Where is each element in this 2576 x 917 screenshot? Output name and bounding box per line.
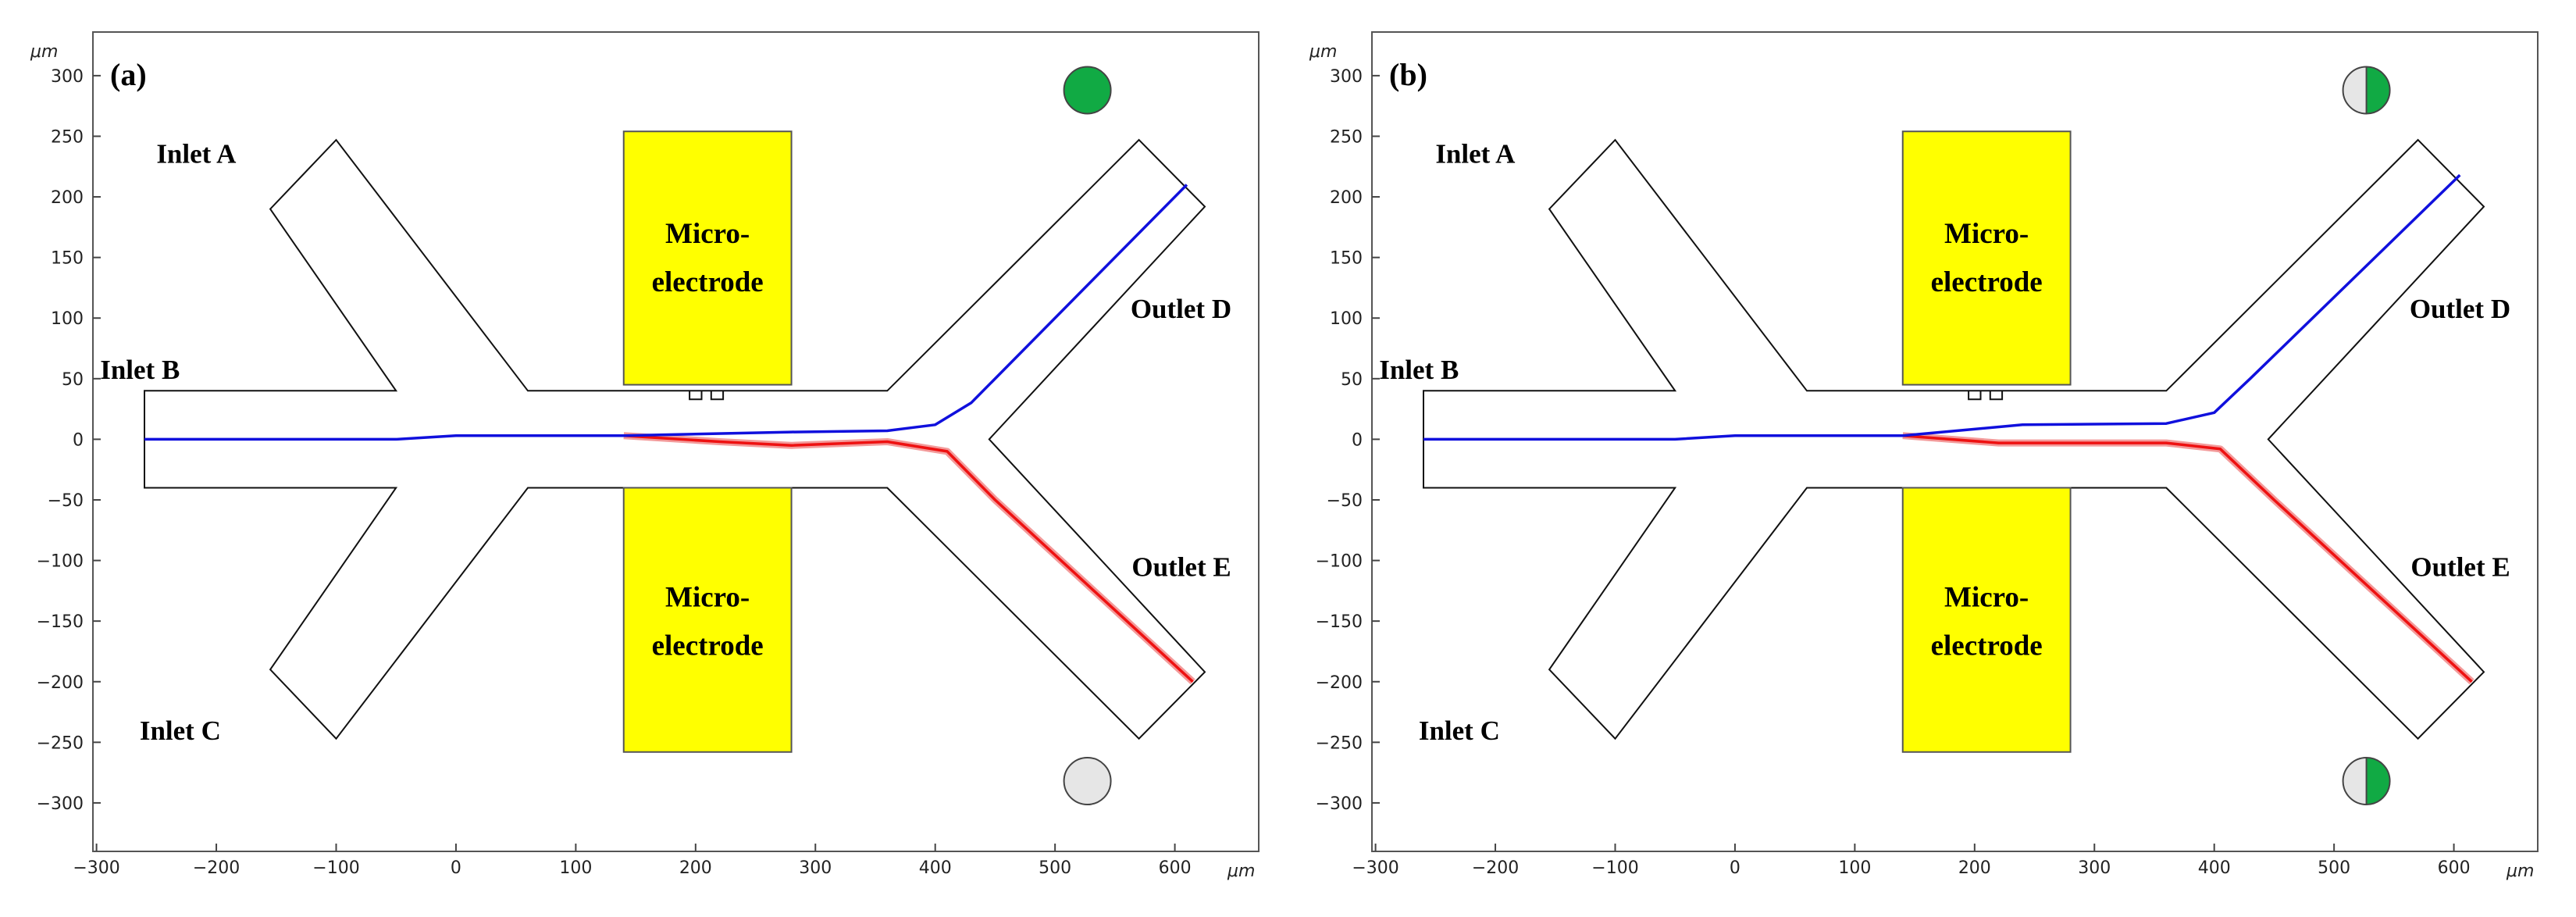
channel-notch xyxy=(1989,391,2004,401)
y-unit-label: μm xyxy=(1309,42,1337,62)
channel-notch xyxy=(1968,391,1982,401)
microelectrode-bottom xyxy=(622,487,793,753)
outlet-e-label: Outlet E xyxy=(2410,552,2510,583)
electrode-bottom-label: electrode xyxy=(1931,630,2043,662)
x-tick-label: −100 xyxy=(1591,858,1638,878)
indicator-bottom xyxy=(1063,756,1112,805)
y-tick-label: −250 xyxy=(1316,733,1363,753)
outlet-d-label: Outlet D xyxy=(1131,294,1231,324)
red-trajectory xyxy=(623,434,1194,683)
x-tick-label: 500 xyxy=(2318,858,2350,878)
panel-tag: (b) xyxy=(1389,57,1427,92)
x-unit-label: μm xyxy=(1227,862,1255,881)
x-tick-label: −200 xyxy=(193,858,240,878)
x-tick-label: −100 xyxy=(312,858,359,878)
outlet-d-label: Outlet D xyxy=(2410,294,2510,324)
y-tick-label: 300 xyxy=(51,67,84,87)
outlet-e-label: Outlet E xyxy=(1131,552,1231,583)
x-tick-label: 600 xyxy=(1159,858,1192,878)
y-tick-label: −150 xyxy=(37,612,84,632)
electrode-top-label: Micro- xyxy=(1944,218,2029,250)
y-tick-label: −100 xyxy=(37,552,84,572)
x-tick-label: 400 xyxy=(2198,858,2231,878)
blue-trajectory xyxy=(1423,173,2461,441)
y-tick-label: 150 xyxy=(1330,249,1363,269)
y-tick-label: 0 xyxy=(73,430,84,450)
y-tick-label: 50 xyxy=(1341,370,1363,390)
x-tick-label: 100 xyxy=(559,858,592,878)
channel-notch xyxy=(689,391,703,401)
x-tick-label: 500 xyxy=(1039,858,1071,878)
y-tick-label: −200 xyxy=(37,673,84,693)
y-tick-label: 100 xyxy=(1330,309,1363,329)
x-tick-label: −200 xyxy=(1472,858,1519,878)
inlet-a-label: Inlet A xyxy=(156,139,237,169)
y-unit-label: μm xyxy=(30,42,58,62)
panel-tag: (a) xyxy=(110,57,147,92)
x-tick-label: 100 xyxy=(1838,858,1871,878)
y-tick-label: −300 xyxy=(1316,794,1363,814)
y-tick-label: 200 xyxy=(1330,188,1363,208)
blue-trajectory xyxy=(144,184,1188,441)
inlet-c-label: Inlet C xyxy=(1419,715,1500,746)
inlet-a-label: Inlet A xyxy=(1435,139,1516,169)
x-tick-label: 300 xyxy=(2078,858,2111,878)
y-tick-label: −100 xyxy=(1316,552,1363,572)
electrode-bottom-label: Micro- xyxy=(1944,582,2029,614)
y-tick-label: 100 xyxy=(51,309,84,329)
x-tick-label: 200 xyxy=(1958,858,1991,878)
y-tick-label: 250 xyxy=(51,127,84,147)
indicator-bottom-right-half xyxy=(2366,757,2390,805)
electrode-top-label: electrode xyxy=(652,266,764,298)
x-tick-label: 600 xyxy=(2438,858,2471,878)
indicator-top xyxy=(1063,66,1112,115)
y-tick-label: −250 xyxy=(37,733,84,753)
electrode-top-label: electrode xyxy=(1931,266,2043,298)
y-tick-label: −300 xyxy=(37,794,84,814)
y-tick-label: 300 xyxy=(1330,67,1363,87)
red-trajectory xyxy=(1902,434,2473,683)
panel-a: 300250200150100500−50−100−150−200−250−30… xyxy=(30,31,1259,881)
electrode-top-label: Micro- xyxy=(665,218,750,250)
plot-frame xyxy=(92,31,1259,852)
y-tick-label: −150 xyxy=(1316,612,1363,632)
x-tick-label: 200 xyxy=(679,858,712,878)
microelectrode-top xyxy=(622,130,793,386)
x-tick-label: −300 xyxy=(1352,858,1398,878)
y-tick-label: 150 xyxy=(51,249,84,269)
y-tick-label: −50 xyxy=(48,491,84,511)
indicator-bottom-left-half xyxy=(2343,757,2367,805)
indicator-top-left-half xyxy=(2343,66,2367,114)
electrode-bottom-label: Micro- xyxy=(665,582,750,614)
inlet-b-label: Inlet B xyxy=(1379,355,1459,385)
panel-b: 300250200150100500−50−100−150−200−250−30… xyxy=(1309,31,2539,881)
channel-notch xyxy=(710,391,725,401)
y-tick-label: −50 xyxy=(1327,491,1363,511)
x-tick-label: 0 xyxy=(1730,858,1740,878)
x-unit-label: μm xyxy=(2506,862,2534,881)
y-tick-label: 0 xyxy=(1352,430,1363,450)
plot-frame xyxy=(1371,31,2539,852)
electrode-bottom-label: electrode xyxy=(652,630,764,662)
y-tick-label: 250 xyxy=(1330,127,1363,147)
y-tick-label: 50 xyxy=(62,370,84,390)
x-tick-label: −300 xyxy=(73,858,119,878)
x-tick-label: 0 xyxy=(451,858,461,878)
y-tick-label: −200 xyxy=(1316,673,1363,693)
x-tick-label: 300 xyxy=(799,858,832,878)
y-tick-label: 200 xyxy=(51,188,84,208)
inlet-c-label: Inlet C xyxy=(140,715,221,746)
indicator-top-right-half xyxy=(2366,66,2390,114)
inlet-b-label: Inlet B xyxy=(100,355,180,385)
microelectrode-bottom xyxy=(1901,487,2072,753)
microelectrode-top xyxy=(1901,130,2072,386)
x-tick-label: 400 xyxy=(919,858,952,878)
